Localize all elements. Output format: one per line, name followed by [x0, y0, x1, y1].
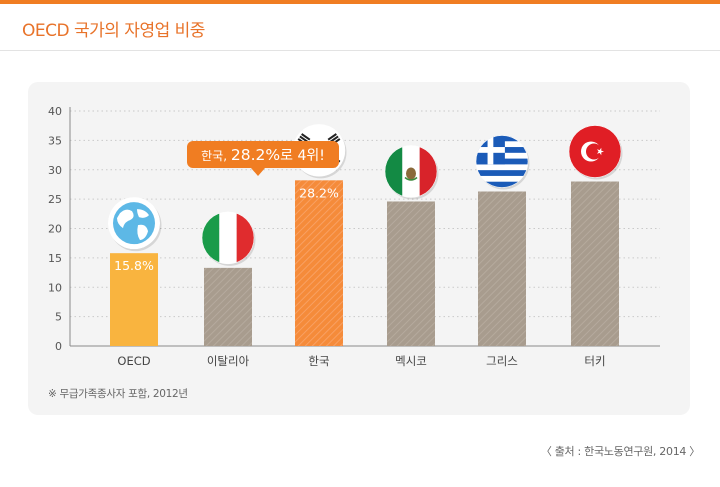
bar-4	[478, 191, 526, 346]
x-tick-label: 터키	[584, 354, 605, 368]
data-label: 28.2%	[299, 185, 339, 200]
bar-1	[204, 267, 252, 346]
y-tick-label: 25	[48, 193, 62, 206]
callout-text: 한국, 28.2%로 4위!	[201, 146, 325, 164]
title-divider	[0, 50, 720, 51]
bars-layer: OECD 15.8% 이탈리아 한국 28.2% 멕시코 그리스 터키	[110, 180, 619, 368]
bar-0	[110, 253, 158, 346]
icons-layer	[108, 124, 623, 266]
top-accent-bar	[0, 0, 720, 4]
page-title: OECD 국가의 자영업 비중	[22, 21, 205, 41]
source-note: 〈 출처 : 한국노동연구원, 2014 〉	[540, 445, 700, 458]
callout-layer: 한국, 28.2%로 4위!	[187, 141, 339, 176]
turkey-flag-icon	[568, 125, 623, 180]
x-tick-label: 멕시코	[395, 354, 427, 368]
grid-layer: 0 5 10 15 20 25 30 35 40	[48, 105, 660, 353]
y-tick-label: 30	[48, 164, 62, 177]
x-tick-label: 한국	[308, 354, 329, 368]
x-tick-label: OECD	[117, 354, 150, 368]
y-tick-label: 5	[55, 311, 62, 324]
greece-flag-icon	[475, 135, 530, 190]
y-tick-label: 15	[48, 252, 62, 265]
footnote: ※ 무급가족종사자 포함, 2012년	[48, 388, 188, 400]
x-tick-label: 이탈리아	[207, 354, 250, 368]
italy-flag-icon	[201, 211, 256, 266]
globe-icon	[108, 197, 162, 252]
bar-2	[295, 180, 343, 346]
x-tick-label: 그리스	[486, 354, 518, 368]
y-tick-label: 10	[48, 281, 62, 294]
bar-3	[387, 201, 435, 346]
y-tick-label: 40	[48, 105, 62, 118]
callout-bubble: 한국, 28.2%로 4위!	[187, 141, 339, 176]
data-label: 15.8%	[114, 258, 154, 273]
bar-5	[571, 181, 619, 346]
mexico-flag-icon	[384, 145, 439, 200]
y-tick-label: 20	[48, 223, 62, 236]
y-tick-label: 0	[55, 340, 62, 353]
y-tick-label: 35	[48, 134, 62, 147]
